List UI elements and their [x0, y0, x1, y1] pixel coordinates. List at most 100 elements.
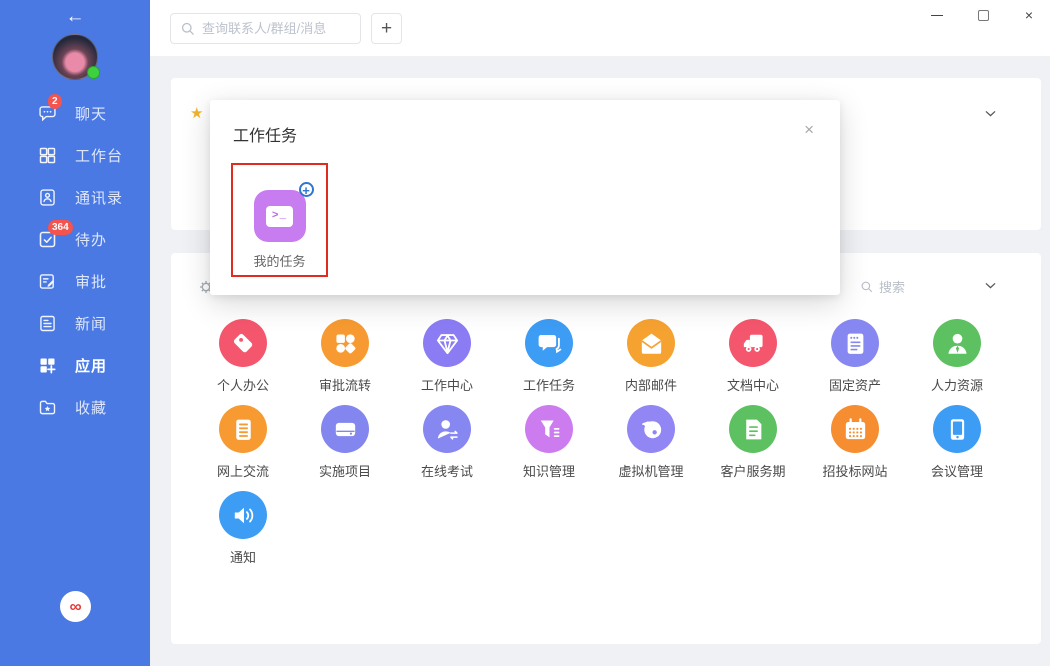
app-item[interactable]: 工作任务 — [498, 319, 600, 405]
modal-title: 工作任务 — [233, 128, 298, 145]
apps-icon — [37, 355, 58, 376]
chat-icon: 2 — [37, 93, 62, 124]
app-item[interactable]: 实施项目 — [294, 405, 396, 491]
funnel-icon — [525, 405, 573, 453]
todo-icon: 364 — [37, 219, 73, 250]
app-item-label: 内部邮件 — [624, 378, 677, 393]
person-arrows-icon — [423, 405, 471, 453]
minimize-button[interactable] — [926, 4, 948, 26]
chevron-down-icon[interactable] — [982, 105, 999, 122]
list-icon — [219, 405, 267, 453]
sidebar-item-3[interactable]: 通讯录 — [0, 176, 150, 218]
close-button[interactable]: × — [1024, 7, 1034, 23]
app-item[interactable]: 会议管理 — [906, 405, 1008, 491]
minimize-icon — [931, 14, 943, 16]
flower-grid-icon — [321, 319, 369, 367]
app-item[interactable]: 客户服务期 — [702, 405, 804, 491]
sidebar-item-label: 收藏 — [75, 399, 108, 417]
close-icon[interactable]: × — [804, 120, 814, 139]
app-item-label: 个人办公 — [216, 378, 269, 393]
sidebar-item-5[interactable]: 审批 — [0, 260, 150, 302]
sidebar-item-label: 工作台 — [75, 147, 124, 165]
sidebar-item-label: 审批 — [75, 273, 108, 291]
apps-search[interactable]: 搜索 — [859, 277, 905, 296]
online-status-dot — [87, 66, 100, 79]
wallet-icon — [627, 405, 675, 453]
app-item-label: 文档中心 — [726, 378, 779, 393]
app-item[interactable]: 人力资源 — [906, 319, 1008, 405]
sidebar-item-1[interactable]: 2 聊天 — [0, 92, 150, 134]
app-item-label: 实施项目 — [318, 464, 371, 479]
app-logo-icon[interactable]: ∞ — [60, 591, 91, 622]
app-item-label: 工作任务 — [522, 378, 575, 393]
sidebar-item-label: 新闻 — [75, 315, 108, 333]
sidebar-item-4[interactable]: 364 待办 — [0, 218, 150, 260]
unread-badge: 2 — [48, 93, 62, 109]
search-icon — [179, 20, 196, 37]
sidebar-item-6[interactable]: 新闻 — [0, 302, 150, 344]
app-item[interactable]: 在线考试 — [396, 405, 498, 491]
apps-card: 搜索 个人办公 审批流转 工作中心 工作任务 内部邮件 文档中心 固定资产 人力资源网上交流 实… — [171, 253, 1041, 644]
back-icon[interactable]: ← — [65, 6, 85, 27]
app-item[interactable]: 文档中心 — [702, 319, 804, 405]
gem-icon — [423, 319, 471, 367]
global-search — [170, 13, 361, 44]
search-icon — [861, 281, 873, 293]
app-item-label: 客户服务期 — [720, 464, 786, 479]
app-item-label: 固定资产 — [828, 378, 881, 393]
my-tasks-label: 我的任务 — [253, 254, 306, 269]
app-item[interactable]: 固定资产 — [804, 319, 906, 405]
star-icon: ★ — [190, 105, 204, 122]
app-item[interactable]: 招投标网站 — [804, 405, 906, 491]
apps-grid: 个人办公 审批流转 工作中心 工作任务 内部邮件 文档中心 固定资产 人力资源网上交流 实施项目… — [192, 319, 1018, 577]
maximize-button[interactable] — [972, 4, 994, 26]
truck-icon — [729, 319, 777, 367]
annotation-highlight-rect: >_ + 我的任务 — [231, 163, 328, 277]
person-icon — [933, 319, 981, 367]
sidebar-item-8[interactable]: 收藏 — [0, 386, 150, 428]
sidebar-nav: 2 聊天 工作台 通讯录 364 待办 审批 新闻 应用 收藏 — [0, 92, 150, 428]
sidebar: ← 2 聊天 工作台 通讯录 364 待办 审批 新闻 应用 收藏 ∞ — [0, 0, 150, 666]
work-tasks-modal: 工作任务 × >_ + 我的任务 — [210, 100, 840, 295]
app-item-label: 审批流转 — [318, 378, 371, 393]
sidebar-item-label: 待办 — [75, 231, 108, 249]
window-controls: × — [926, 0, 1040, 30]
app-item-label: 人力资源 — [930, 378, 983, 393]
sidebar-item-label: 通讯录 — [75, 189, 124, 207]
maximize-icon — [977, 9, 989, 21]
phone-icon — [933, 405, 981, 453]
search-input[interactable] — [170, 13, 361, 44]
plus-badge-icon[interactable]: + — [298, 182, 314, 197]
app-item[interactable]: 网上交流 — [192, 405, 294, 491]
apps-search-label: 搜索 — [878, 280, 905, 295]
envelope-icon — [627, 319, 675, 367]
app-item-label: 在线考试 — [420, 464, 473, 479]
app-item[interactable]: 个人办公 — [192, 319, 294, 405]
sidebar-item-label: 应用 — [75, 357, 108, 375]
app-item-label: 通知 — [229, 550, 256, 565]
app-item[interactable]: 审批流转 — [294, 319, 396, 405]
note-icon — [831, 319, 879, 367]
app-item-label: 虚拟机管理 — [618, 464, 684, 479]
app-item[interactable]: 虚拟机管理 — [600, 405, 702, 491]
app-item[interactable]: 工作中心 — [396, 319, 498, 405]
app-item[interactable]: 内部邮件 — [600, 319, 702, 405]
my-tasks-item[interactable]: >_ + 我的任务 — [233, 165, 326, 275]
contacts-icon — [37, 187, 58, 208]
app-item-label: 网上交流 — [216, 464, 269, 479]
sidebar-item-7[interactable]: 应用 — [0, 344, 150, 386]
add-button[interactable]: + — [371, 13, 402, 44]
tag-icon — [219, 319, 267, 367]
avatar[interactable] — [52, 34, 100, 80]
favorites-icon — [37, 397, 58, 418]
sidebar-item-2[interactable]: 工作台 — [0, 134, 150, 176]
main-area: ★ 搜索 个人办公 审批流转 工作中心 工作任务 内部邮件 文档中心 固定资产 人力资源 网上交… — [150, 57, 1050, 666]
terminal-glyph: >_ — [266, 205, 293, 227]
chevron-down-icon[interactable] — [982, 277, 999, 294]
app-item[interactable]: 通知 — [192, 491, 294, 577]
app-item[interactable]: 知识管理 — [498, 405, 600, 491]
topbar: + × — [150, 0, 1050, 57]
terminal-icon: >_ + — [253, 182, 314, 242]
speaker-icon — [219, 491, 267, 539]
calendar-icon — [831, 405, 879, 453]
